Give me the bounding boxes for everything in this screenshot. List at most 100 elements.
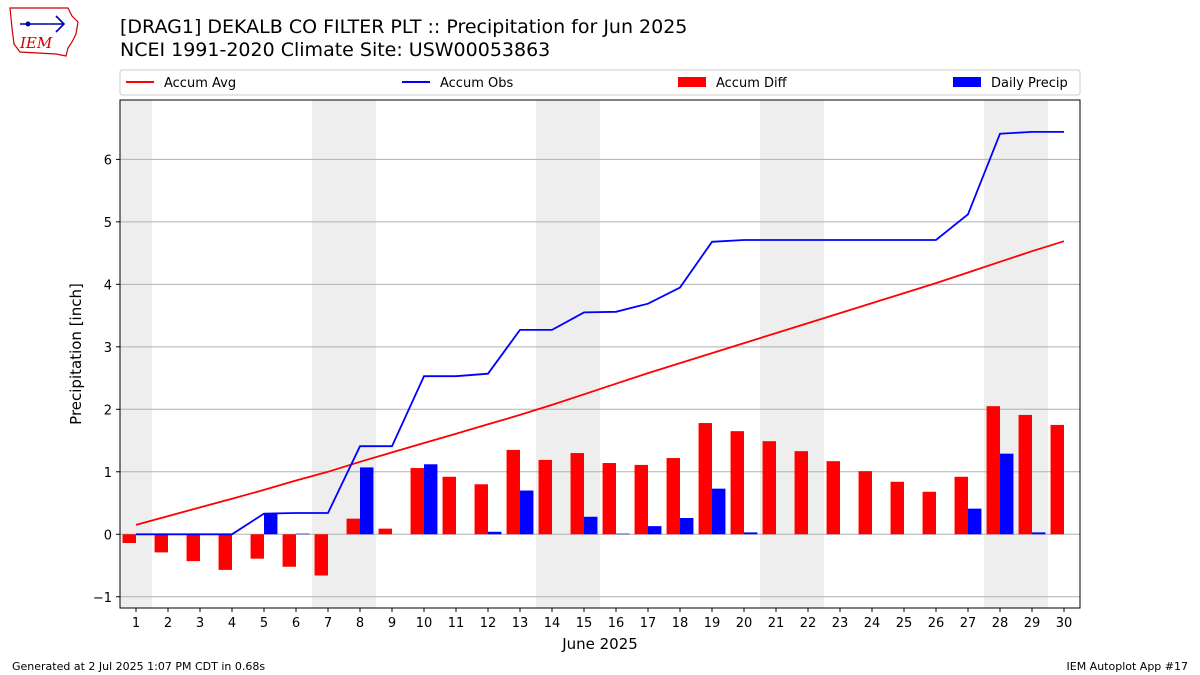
accum-diff-bar	[506, 449, 520, 535]
accum-diff-bar	[666, 458, 680, 535]
accum-diff-bar	[346, 518, 360, 535]
y-tick-label: 6	[104, 153, 112, 168]
x-axis-label: June 2025	[561, 635, 638, 653]
accum-diff-bar	[890, 481, 904, 535]
daily-precip-bar	[1000, 453, 1014, 535]
daily-precip-bar	[296, 533, 310, 535]
y-tick-label: 4	[104, 278, 112, 293]
daily-precip-bar	[712, 488, 726, 535]
generated-note: Generated at 2 Jul 2025 1:07 PM CDT in 0…	[12, 660, 266, 673]
x-tick-label: 5	[260, 616, 268, 631]
accum-diff-bar	[154, 534, 168, 553]
daily-precip-bar	[1032, 532, 1046, 535]
accum-diff-bar	[858, 471, 872, 535]
x-tick-label: 15	[576, 616, 593, 631]
accum-diff-bar	[986, 406, 1000, 535]
x-tick-label: 2	[164, 616, 172, 631]
legend-label: Accum Diff	[716, 76, 788, 91]
legend-box	[119, 69, 1081, 96]
accum-diff-bar	[1018, 414, 1032, 535]
accum-diff-bar	[442, 476, 456, 535]
x-tick-label: 3	[196, 616, 204, 631]
y-axis-label: Precipitation [inch]	[67, 283, 85, 425]
accum-diff-bar	[698, 423, 712, 535]
accum-diff-bar	[634, 464, 648, 535]
lines	[135, 130, 1065, 536]
y-tick-label: 3	[104, 341, 112, 356]
accum-diff-bar	[570, 453, 584, 535]
legend-label: Accum Avg	[164, 76, 236, 91]
legend-label: Daily Precip	[991, 76, 1068, 91]
accum-diff-bar	[218, 534, 232, 570]
x-tick-label: 9	[388, 616, 396, 631]
accum-diff-bar	[1050, 424, 1064, 535]
accum-obs-line	[136, 130, 1064, 536]
x-tick-label: 22	[800, 616, 817, 631]
accum-diff-bar	[122, 534, 136, 544]
accum-diff-bar	[762, 441, 776, 535]
logo-text: IEM	[19, 34, 53, 52]
iem-logo: IEM	[9, 7, 79, 57]
chart-title: [DRAG1] DEKALB CO FILTER PLT :: Precipit…	[120, 16, 688, 38]
x-tick-label: 16	[608, 616, 625, 631]
x-tick-label: 6	[292, 616, 300, 631]
accum-diff-bar	[474, 484, 488, 535]
x-tick-label: 7	[324, 616, 332, 631]
daily-precip-bar	[744, 532, 758, 535]
weekend-band	[312, 100, 344, 608]
x-tick-label: 27	[960, 616, 977, 631]
daily-precip-bar	[648, 526, 662, 535]
x-tick-label: 14	[544, 616, 561, 631]
accum-diff-bar	[282, 534, 296, 567]
legend: Accum Avg Accum Obs Accum Diff Daily Precip	[119, 69, 1081, 96]
x-tick-label: 20	[736, 616, 753, 631]
daily-precip-bar	[680, 518, 694, 535]
app-credit: IEM Autoplot App #17	[1066, 660, 1189, 673]
daily-precip-bar	[264, 513, 278, 535]
x-tick-label: 28	[992, 616, 1009, 631]
x-tick-label: 26	[928, 616, 945, 631]
grid-lines	[120, 158, 1080, 598]
x-tick-label: 25	[896, 616, 913, 631]
x-tick-label: 23	[832, 616, 849, 631]
x-tick-label: 10	[416, 616, 433, 631]
legend-swatch	[678, 77, 706, 87]
accum-diff-bar	[826, 461, 840, 535]
daily-precip-bar	[616, 533, 630, 535]
x-tick-label: 4	[228, 616, 236, 631]
plot-frame	[119, 99, 1081, 609]
x-tick-label: 24	[864, 616, 881, 631]
legend-label: Accum Obs	[440, 76, 513, 91]
accum-diff-bar	[602, 463, 616, 535]
x-tick-label: 18	[672, 616, 689, 631]
daily-precip-bar	[520, 490, 534, 535]
accum-diff-bar	[410, 468, 424, 535]
x-tick-label: 13	[512, 616, 529, 631]
x-tick-label: 17	[640, 616, 657, 631]
accum-diff-bar	[954, 476, 968, 535]
daily-precip-bar	[488, 531, 502, 535]
accum-diff-bar	[922, 491, 936, 535]
accum-diff-bar	[730, 431, 744, 535]
chart-subtitle: NCEI 1991-2020 Climate Site: USW00053863	[120, 39, 551, 61]
daily-precip-bar	[584, 516, 598, 535]
x-tick-label: 30	[1056, 616, 1073, 631]
x-tick-label: 12	[480, 616, 497, 631]
y-tick-label: 1	[104, 466, 112, 481]
weekend-shading	[120, 100, 1048, 608]
x-tick-label: 8	[356, 616, 364, 631]
daily-precip-bar	[360, 467, 374, 535]
y-ticks: −1 0 1 2 3 4 5 6	[93, 153, 120, 606]
y-tick-label: 0	[104, 528, 112, 543]
accum-diff-bar	[378, 528, 392, 535]
legend-swatch	[953, 77, 981, 87]
accum-diff-bar	[186, 534, 200, 562]
x-tick-label: 1	[132, 616, 140, 631]
accum-avg-line	[135, 240, 1065, 526]
accum-diff-bar	[314, 534, 328, 576]
accum-diff-bar	[538, 459, 552, 535]
bars	[122, 406, 1064, 576]
x-tick-label: 11	[448, 616, 465, 631]
accum-diff-bar	[794, 451, 808, 535]
